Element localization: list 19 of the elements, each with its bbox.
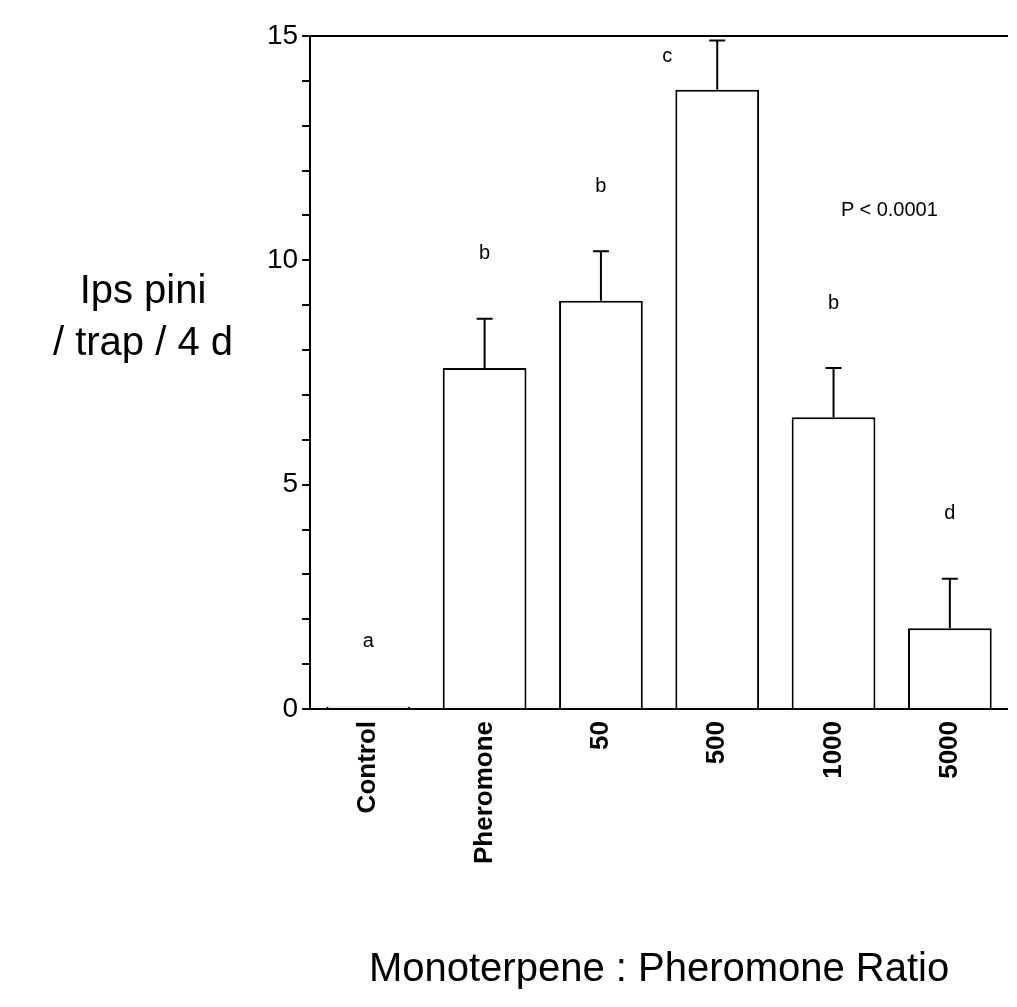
annotation: a	[362, 629, 375, 652]
y-tick-label: 0	[282, 691, 299, 723]
x-tick-label: Control	[351, 720, 382, 814]
annotation: c	[662, 43, 673, 66]
annotation: b	[827, 290, 840, 313]
y-axis-title: Ips pini / trap / 4 d	[52, 267, 234, 363]
y-tick-label: 5	[282, 467, 299, 499]
x-axis-title: Monoterpene : Pheromone Ratio	[368, 945, 950, 990]
x-tick-label: 1000	[816, 720, 847, 779]
y-tick-label: 15	[266, 18, 299, 50]
x-tick-label: 500	[700, 720, 731, 765]
y-tick-label: 10	[266, 243, 299, 275]
x-tick-label: Pheromone	[467, 720, 498, 865]
x-tick-label: 50	[584, 720, 615, 750]
annotation: P < 0.0001	[840, 198, 938, 221]
x-tick-label: 5000	[933, 720, 964, 779]
annotation: d	[944, 501, 956, 524]
annotation: b	[595, 173, 607, 196]
annotation: b	[479, 241, 491, 264]
